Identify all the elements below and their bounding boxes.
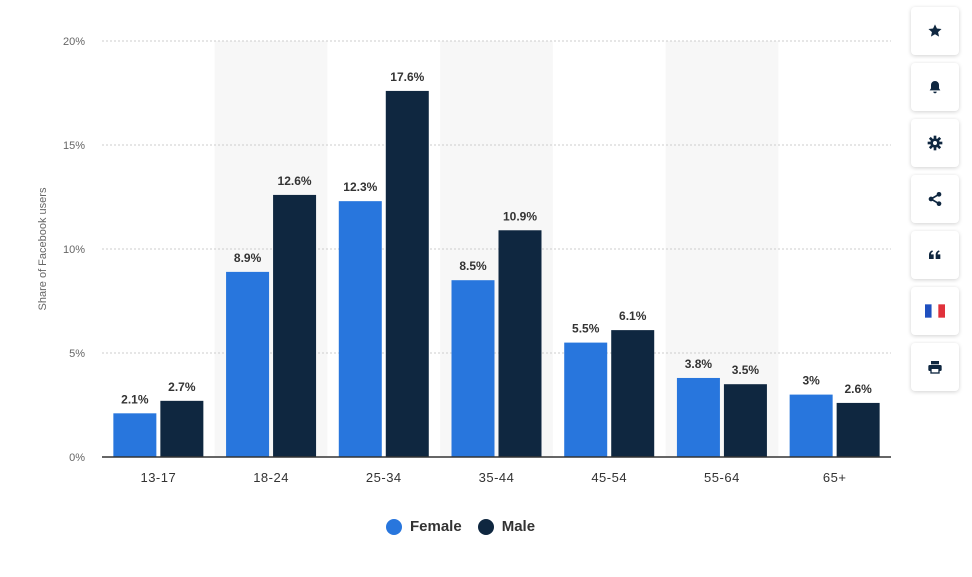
x-tick-label: 13-17 bbox=[140, 470, 176, 485]
y-axis-ticks: 0% 5% 10% 15% 20% bbox=[63, 36, 85, 464]
bar-male bbox=[385, 90, 429, 458]
y-tick-label: 0% bbox=[69, 452, 85, 464]
legend-label-female: Female bbox=[410, 518, 462, 535]
data-label: 10.9% bbox=[503, 209, 537, 223]
french-flag-icon bbox=[925, 304, 945, 318]
bar-male bbox=[273, 194, 317, 458]
data-label: 2.7% bbox=[168, 380, 196, 394]
legend-item-male[interactable]: Male bbox=[477, 518, 536, 535]
gear-icon bbox=[927, 135, 943, 151]
y-gridlines bbox=[102, 40, 891, 354]
bar-female bbox=[226, 271, 270, 457]
legend-swatch-female bbox=[386, 518, 402, 535]
share-button[interactable] bbox=[911, 175, 959, 223]
bar-female bbox=[676, 377, 720, 457]
legend: Female Male bbox=[386, 518, 535, 535]
bar-chart: 0% 5% 10% 15% 20% Share of Facebook users 2.… bbox=[37, 36, 891, 485]
data-label: 8.9% bbox=[234, 251, 262, 265]
data-label: 3.8% bbox=[685, 357, 713, 371]
bar-female bbox=[113, 413, 157, 457]
language-button[interactable] bbox=[911, 287, 959, 335]
y-tick-label: 15% bbox=[63, 140, 85, 152]
data-label: 5.5% bbox=[572, 322, 600, 336]
x-tick-label: 35-44 bbox=[479, 470, 515, 485]
print-button[interactable] bbox=[911, 343, 959, 391]
x-tick-label: 65+ bbox=[823, 470, 847, 485]
legend-swatch-male bbox=[477, 518, 494, 535]
data-label: 12.3% bbox=[343, 180, 377, 194]
bell-icon bbox=[929, 81, 941, 94]
legend-label-male: Male bbox=[501, 518, 536, 535]
share-icon bbox=[928, 192, 942, 206]
data-label: 8.5% bbox=[459, 259, 487, 273]
bar-male bbox=[160, 400, 204, 457]
star-icon bbox=[928, 24, 942, 37]
data-label: 2.1% bbox=[121, 392, 149, 406]
y-tick-label: 20% bbox=[63, 36, 85, 48]
print-icon bbox=[928, 361, 942, 374]
chart-toolbar bbox=[911, 7, 961, 391]
y-tick-label: 5% bbox=[69, 348, 85, 360]
bar-female bbox=[564, 342, 608, 457]
bar-male bbox=[611, 330, 655, 457]
data-labels: 2.1% 2.7% 8.9% 12.6% 12.3% 17.6% 8.5% 10.9% 5.5%… bbox=[121, 70, 872, 406]
y-axis-label: Share of Facebook users bbox=[37, 187, 49, 310]
legend-item-female[interactable]: Female bbox=[386, 518, 462, 535]
data-label: 17.6% bbox=[390, 70, 424, 84]
bars bbox=[113, 90, 880, 458]
settings-button[interactable] bbox=[911, 119, 959, 167]
bar-female bbox=[338, 201, 382, 457]
x-tick-label: 25-34 bbox=[366, 470, 402, 485]
bar-female bbox=[451, 280, 495, 457]
x-tick-label: 55-64 bbox=[704, 470, 740, 485]
cite-button[interactable] bbox=[911, 231, 959, 279]
bar-female bbox=[789, 394, 833, 457]
y-tick-label: 10% bbox=[63, 244, 85, 256]
quote-icon bbox=[929, 250, 941, 259]
x-tick-label: 45-54 bbox=[591, 470, 627, 485]
data-label: 12.6% bbox=[278, 174, 312, 188]
data-label: 3.5% bbox=[732, 363, 760, 377]
x-tick-label: 18-24 bbox=[253, 470, 289, 485]
data-label: 6.1% bbox=[619, 309, 647, 323]
favorite-button[interactable] bbox=[911, 7, 959, 55]
data-label: 2.6% bbox=[844, 382, 872, 396]
bar-male bbox=[723, 384, 767, 457]
bar-male bbox=[836, 402, 880, 457]
x-axis-ticks: 13-17 18-24 25-34 35-44 45-54 55-64 65+ bbox=[140, 470, 847, 485]
bar-male bbox=[498, 230, 542, 457]
notification-button[interactable] bbox=[911, 63, 959, 111]
data-label: 3% bbox=[802, 374, 820, 388]
